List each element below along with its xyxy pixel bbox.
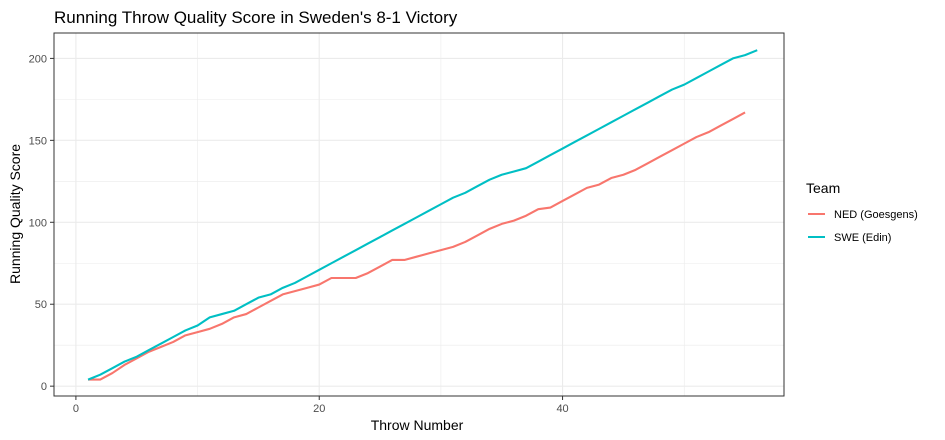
series-line-2 <box>87 49 758 381</box>
legend-title: Team <box>806 180 840 196</box>
plot-area: 0 20 40 0 50 100 150 200 <box>29 32 785 415</box>
series-line-1 <box>88 111 746 381</box>
y-tick-label: 150 <box>29 135 47 147</box>
chart-title: Running Throw Quality Score in Sweden's … <box>54 8 458 27</box>
x-tick-label: 20 <box>313 403 325 415</box>
x-tick-label: 0 <box>73 403 79 415</box>
plot-panel-border <box>53 32 785 397</box>
y-axis-title: Running Quality Score <box>7 144 23 284</box>
legend: Team NED (Goesgens) SWE (Edin) <box>806 180 918 244</box>
y-tick-label: 200 <box>29 53 47 65</box>
y-tick-label: 50 <box>35 299 47 311</box>
x-axis-title: Throw Number <box>371 417 464 433</box>
legend-label-2: SWE (Edin) <box>834 232 891 244</box>
x-tick-label: 40 <box>556 403 568 415</box>
y-tick-label: 100 <box>29 217 47 229</box>
legend-label-1: NED (Goesgens) <box>834 209 918 221</box>
y-tick-label: 0 <box>41 381 47 393</box>
